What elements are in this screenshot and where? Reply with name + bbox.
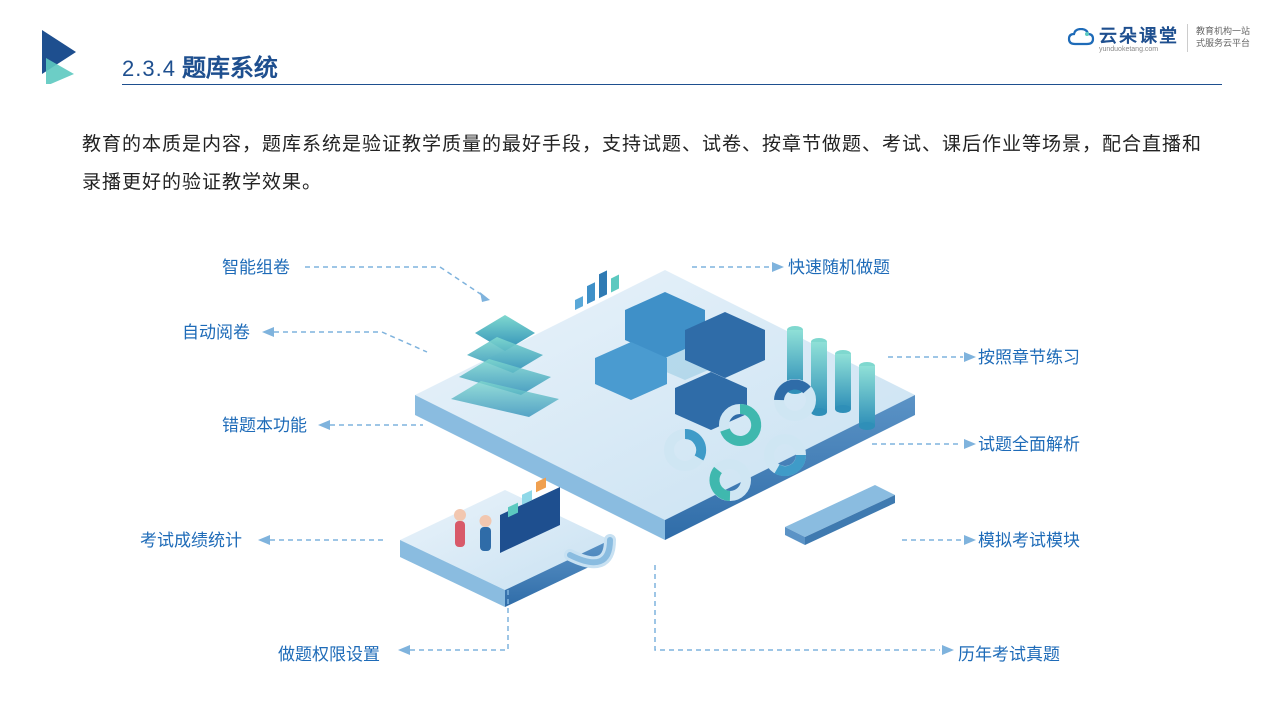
slide-header: 2.3.4 题库系统 云朵课堂 yunduoketang.com 教育机构一站 …	[0, 30, 1280, 100]
section-number: 2.3.4	[122, 56, 176, 82]
section-title: 题库系统	[182, 48, 278, 83]
feature-perm-settings: 做题权限设置	[278, 640, 380, 665]
feature-smart-compose: 智能组卷	[222, 253, 290, 278]
play-icon	[36, 28, 92, 84]
section-description: 教育的本质是内容，题库系统是验证教学质量的最好手段，支持试题、试卷、按章节做题、…	[82, 126, 1220, 202]
logo-text: 云朵课堂	[1099, 22, 1179, 48]
feature-wrong-book: 错题本功能	[222, 411, 307, 436]
feature-mock-exam: 模拟考试模块	[978, 526, 1080, 551]
cloud-icon	[1067, 28, 1095, 48]
feature-auto-grading: 自动阅卷	[182, 318, 250, 343]
feature-chapter-practice: 按照章节练习	[978, 343, 1080, 368]
feature-full-analysis: 试题全面解析	[978, 430, 1080, 455]
title-underline	[122, 84, 1222, 85]
logo-tagline: 教育机构一站 式服务云平台	[1196, 26, 1250, 49]
feature-score-stats: 考试成绩统计	[140, 526, 242, 551]
feature-diagram: 智能组卷 自动阅卷 错题本功能 考试成绩统计 做题权限设置 快速随机做题 按照章…	[0, 230, 1280, 690]
isometric-illustration	[355, 260, 935, 660]
feature-quick-random: 快速随机做题	[788, 253, 890, 278]
feature-past-exams: 历年考试真题	[958, 640, 1060, 665]
brand-logo: 云朵课堂 yunduoketang.com 教育机构一站 式服务云平台	[1067, 22, 1250, 53]
